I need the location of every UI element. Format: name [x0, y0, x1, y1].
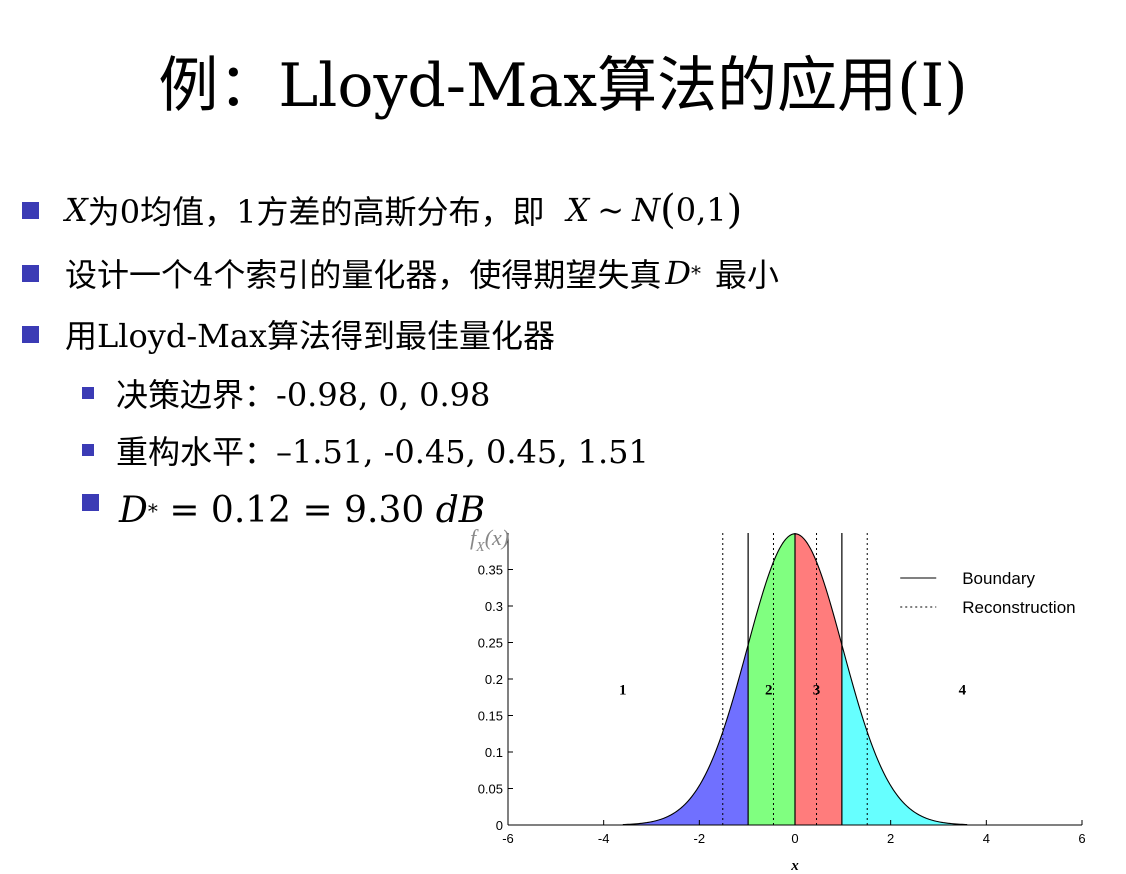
x-tick-label: -6 [502, 831, 514, 846]
region-label-4: 4 [959, 682, 967, 698]
sub-bullet-square-icon [82, 444, 94, 456]
x-tick-label: -4 [598, 831, 610, 846]
bullet-square-icon [22, 201, 39, 219]
bullet-2-text: 设计一个4个索引的量化器，使得期望失真 [65, 256, 662, 294]
sub-bullet-1: 决策边界：-0.98, 0, 0.98 [82, 370, 490, 416]
bullet-3: 用Lloyd-Max算法得到最佳量化器 [22, 311, 555, 357]
region-1-fill [622, 644, 749, 825]
decision-boundaries: 决策边界：-0.98, 0, 0.98 [116, 376, 491, 414]
x-tick-label: -2 [694, 831, 706, 846]
x-tick-label: 6 [1078, 831, 1085, 846]
star-superscript: * [691, 261, 702, 285]
region-label-1: 1 [619, 682, 627, 698]
sub-bullet-square-icon [82, 494, 99, 511]
bullet-1-text: 为0均值，1方差的高斯分布，即 [87, 193, 545, 231]
sub-bullet-square-icon [82, 387, 94, 399]
region-label-3: 3 [813, 682, 821, 698]
slide-title: 例：Lloyd-Max算法的应用(I) [158, 51, 968, 121]
reconstruction-levels: 重构水平：–1.51, -0.45, 0.45, 1.51 [116, 433, 649, 471]
region-3-fill [795, 533, 842, 825]
sub-bullet-3: D * = 0.12 = 9.30 dB [82, 490, 485, 531]
distortion-unit: dB [435, 490, 486, 531]
bullet-2: 设计一个4个索引的量化器，使得期望失真 D * 最小 [22, 250, 779, 296]
x-tick-label: 2 [887, 831, 894, 846]
region-label-2: 2 [765, 682, 773, 698]
legend-reconstruction-label: Reconstruction [962, 598, 1075, 617]
legend-boundary-label: Boundary [962, 569, 1035, 588]
x-tick-label: 0 [791, 831, 798, 846]
formula-x: X [566, 191, 590, 229]
formula-n: N [632, 191, 661, 229]
x-axis-label: x [790, 858, 799, 874]
variable-d: D [665, 254, 692, 292]
y-tick-label: 0.1 [485, 745, 503, 760]
paren-right: ) [726, 187, 743, 233]
variable-d: D [119, 490, 148, 531]
gaussian-quantizer-chart: -6 -4 -2 0 2 4 6 0 0.05 0.1 0.15 0.2 0.25 0.3 0.35 fX(x… [470, 525, 1086, 874]
region-4-fill [841, 644, 968, 825]
paren-left: ( [660, 187, 676, 233]
bullet-2-tail: 最小 [715, 256, 780, 294]
formula-args: 0,1 [675, 191, 727, 229]
bullet-3-text: 用Lloyd-Max算法得到最佳量化器 [65, 317, 556, 355]
y-tick-label: 0.35 [478, 563, 503, 578]
y-tick-label: 0.3 [485, 599, 503, 614]
x-tick-label: 4 [983, 831, 990, 846]
formula-tilde: ~ [597, 191, 625, 229]
y-axis-label: fX(x) [470, 525, 509, 555]
y-tick-label: 0.2 [485, 672, 503, 687]
y-tick-label: 0.25 [478, 636, 503, 651]
bullet-square-icon [22, 325, 39, 343]
region-2-fill [748, 533, 795, 825]
bullet-square-icon [22, 264, 39, 282]
star-superscript: * [147, 498, 158, 523]
distortion-value: = 0.12 = 9.30 [157, 490, 436, 531]
y-tick-label: 0 [496, 818, 503, 833]
y-tick-label: 0.05 [478, 782, 503, 797]
y-tick-label: 0.15 [478, 709, 503, 724]
sub-bullet-2: 重构水平：–1.51, -0.45, 0.45, 1.51 [82, 427, 649, 473]
variable-x: X [65, 191, 88, 229]
bullet-1: X 为0均值，1方差的高斯分布，即 X ~ N (0,1) [22, 187, 742, 233]
